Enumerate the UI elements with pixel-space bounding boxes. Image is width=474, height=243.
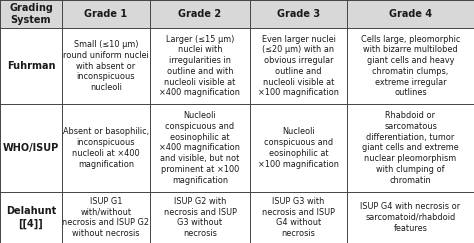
Bar — [0, 104, 62, 192]
Text: Larger (≤15 μm)
nuclei with
irregularities in
outline and with
nucleoli visible : Larger (≤15 μm) nuclei with irregulariti… — [159, 35, 240, 97]
Bar — [250, 28, 347, 104]
Text: Cells large, pleomorphic
with bizarre multilobed
giant cells and heavy
chromatin: Cells large, pleomorphic with bizarre mu… — [361, 35, 460, 97]
Bar — [250, 192, 347, 243]
Text: Small (≤10 μm)
round uniform nuclei
with absent or
inconspicuous
nucleoli: Small (≤10 μm) round uniform nuclei with… — [63, 40, 149, 92]
Bar — [347, 28, 474, 104]
Text: Even larger nuclei
(≤20 μm) with an
obvious irregular
outline and
nucleoli visib: Even larger nuclei (≤20 μm) with an obvi… — [258, 35, 339, 97]
Bar — [62, 28, 150, 104]
Text: Rhabdoid or
sarcomatous
differentiation, tumor
giant cells and extreme
nuclear p: Rhabdoid or sarcomatous differentiation,… — [362, 111, 459, 185]
Text: Grade 2: Grade 2 — [178, 9, 221, 19]
Text: Fuhrman: Fuhrman — [7, 61, 55, 71]
Text: ISUP G2 with
necrosis and ISUP
G3 without
necrosis: ISUP G2 with necrosis and ISUP G3 withou… — [164, 197, 237, 238]
Text: WHO/ISUP: WHO/ISUP — [3, 143, 59, 153]
Text: Grade 1: Grade 1 — [84, 9, 128, 19]
Bar — [150, 104, 250, 192]
Text: Grading
System: Grading System — [9, 3, 53, 25]
Bar — [62, 104, 150, 192]
Bar — [0, 192, 62, 243]
Text: Grade 3: Grade 3 — [277, 9, 320, 19]
Bar — [0, 0, 62, 28]
Bar — [250, 104, 347, 192]
Text: Delahunt
[[4]]: Delahunt [[4]] — [6, 206, 56, 229]
Bar — [347, 104, 474, 192]
Bar — [62, 192, 150, 243]
Text: Absent or basophilic,
inconspicuous
nucleoli at ×400
magnification: Absent or basophilic, inconspicuous nucl… — [63, 127, 149, 169]
Bar — [150, 0, 250, 28]
Text: ISUP G1
with/without
necrosis and ISUP G2
without necrosis: ISUP G1 with/without necrosis and ISUP G… — [63, 197, 149, 238]
Bar — [150, 28, 250, 104]
Text: Nucleoli
conspicuous and
eosinophilic at
×100 magnification: Nucleoli conspicuous and eosinophilic at… — [258, 127, 339, 169]
Text: ISUP G3 with
necrosis and ISUP
G4 without
necrosis: ISUP G3 with necrosis and ISUP G4 withou… — [262, 197, 335, 238]
Bar — [347, 0, 474, 28]
Bar — [250, 0, 347, 28]
Text: Nucleoli
conspicuous and
eosinophilic at
×400 magnification
and visible, but not: Nucleoli conspicuous and eosinophilic at… — [159, 111, 240, 185]
Bar — [150, 192, 250, 243]
Bar — [347, 192, 474, 243]
Text: ISUP G4 with necrosis or
sarcomatoid/rhabdoid
features: ISUP G4 with necrosis or sarcomatoid/rha… — [360, 202, 461, 233]
Text: Grade 4: Grade 4 — [389, 9, 432, 19]
Bar — [62, 0, 150, 28]
Bar — [0, 28, 62, 104]
